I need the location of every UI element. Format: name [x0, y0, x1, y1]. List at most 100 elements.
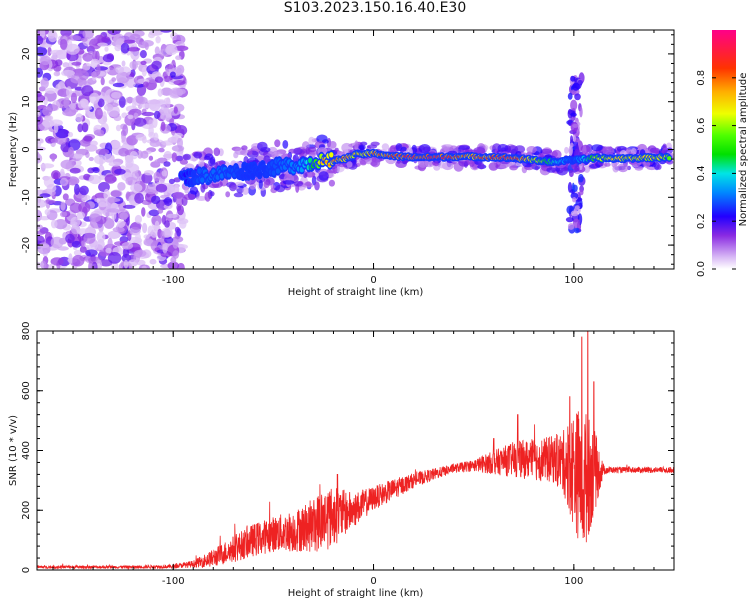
noise-blob: [141, 207, 146, 217]
noise-blob: [60, 38, 68, 50]
noise-blob: [172, 238, 179, 249]
noise-blob: [43, 199, 56, 204]
noise-blob: [154, 76, 164, 83]
ridge-halo: [282, 180, 295, 185]
noise-blob: [78, 81, 92, 87]
noise-blob: [82, 52, 94, 62]
spike-blob: [570, 75, 576, 82]
heatmap-ytick-label: -20: [21, 237, 32, 253]
ridge-halo: [381, 143, 390, 151]
noise-blob: [60, 159, 75, 170]
ridge-halo: [270, 184, 276, 189]
noise-blob: [169, 71, 176, 78]
ridge-halo: [247, 149, 253, 156]
noise-blob: [173, 80, 186, 86]
noise-blob: [42, 106, 53, 117]
noise-blob: [78, 70, 90, 81]
noise-blob: [123, 259, 129, 269]
noise-blob: [53, 123, 59, 134]
noise-blob: [120, 42, 130, 54]
noise-blob: [123, 39, 136, 44]
noise-blob: [155, 183, 168, 193]
noise-blob: [107, 230, 121, 239]
noise-blob: [106, 208, 120, 213]
ridge-halo: [509, 165, 518, 171]
noise-blob: [60, 211, 68, 218]
noise-blob: [89, 38, 102, 50]
ridge-core: [271, 170, 276, 176]
ridge-halo: [591, 144, 603, 152]
snr-series-line: [37, 331, 674, 570]
noise-blob: [174, 45, 189, 52]
noise-blob: [70, 92, 77, 104]
noise-blob: [75, 113, 84, 123]
noise-blob: [153, 132, 159, 141]
heatmap-xtick-label: 100: [564, 275, 583, 286]
noise-blob: [160, 30, 173, 33]
noise-blob: [101, 36, 111, 43]
ridge-halo: [653, 148, 660, 155]
noise-blob: [175, 197, 184, 207]
noise-blob: [144, 42, 149, 50]
noise-blob: [65, 233, 75, 244]
noise-blob: [66, 86, 72, 98]
ridge-halo: [318, 171, 329, 181]
ridge-halo: [564, 146, 569, 154]
spike-blob: [574, 165, 580, 172]
ridge-halo: [488, 162, 499, 171]
noise-blob: [94, 129, 105, 136]
noise-blob: [79, 246, 87, 253]
noise-blob: [136, 176, 141, 185]
noise-blob: [105, 247, 112, 254]
ridge-halo: [304, 171, 316, 178]
noise-blob: [44, 209, 51, 216]
noise-blob: [151, 214, 162, 226]
noise-blob: [40, 77, 49, 89]
noise-blob: [80, 98, 89, 109]
spike-blob: [579, 106, 583, 118]
noise-blob: [82, 64, 91, 71]
noise-blob: [102, 111, 107, 123]
noise-blob: [102, 95, 110, 101]
spike-blob: [579, 189, 584, 196]
noise-blob: [125, 176, 137, 186]
noise-blob: [47, 263, 56, 269]
noise-blob: [179, 220, 187, 229]
heatmap-ytick-label: -10: [21, 189, 32, 205]
noise-blob: [81, 85, 94, 97]
noise-blob: [117, 220, 126, 228]
noise-blob: [69, 103, 77, 110]
noise-blob: [114, 168, 126, 175]
noise-blob: [46, 184, 57, 193]
noise-blob: [40, 260, 47, 269]
noise-blob: [111, 77, 117, 82]
ridge-halo: [334, 147, 339, 152]
noise-blob: [51, 170, 61, 180]
noise-blob: [148, 209, 160, 217]
noise-blob: [104, 46, 109, 52]
noise-blob: [166, 64, 174, 70]
noise-blob: [110, 190, 122, 197]
ridge-halo: [233, 151, 239, 159]
noise-blob: [72, 254, 85, 267]
noise-blob: [122, 124, 129, 136]
noise-blob: [50, 49, 63, 56]
noise-blob: [121, 254, 132, 263]
ridge-halo: [314, 181, 320, 191]
spike-blob: [574, 93, 581, 101]
ridge-halo: [582, 144, 587, 155]
noise-blob: [163, 228, 171, 238]
noise-blob: [139, 103, 152, 109]
heatmap-xtick-label: -100: [162, 275, 185, 286]
noise-blob: [174, 132, 183, 138]
ridge-core: [197, 168, 202, 174]
noise-blob: [129, 151, 138, 160]
noise-blob: [96, 231, 106, 243]
noise-blob: [37, 243, 50, 249]
ridge-halo: [360, 141, 368, 146]
noise-blob: [80, 37, 88, 42]
noise-blob: [37, 110, 41, 118]
noise-blob: [94, 197, 107, 203]
noise-blob: [157, 88, 163, 97]
noise-blob: [139, 50, 147, 59]
